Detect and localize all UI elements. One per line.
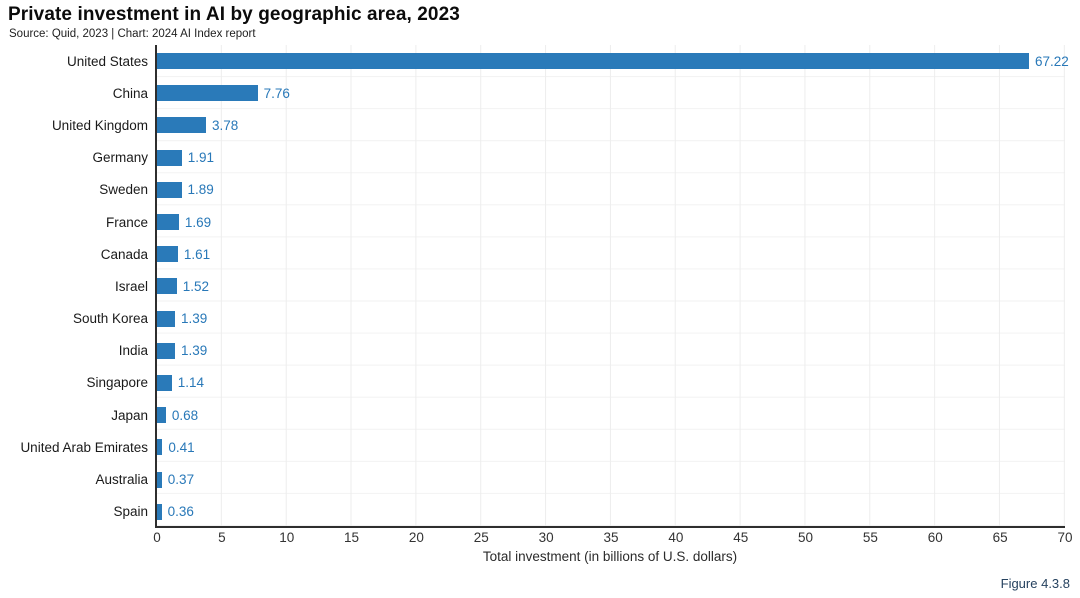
x-axis-title: Total investment (in billions of U.S. do…: [482, 549, 738, 564]
bar-row: Israel 1.52: [0, 270, 1080, 302]
bar[interactable]: [157, 246, 178, 263]
bar-row: United States 67.22: [0, 45, 1080, 77]
bar[interactable]: [157, 503, 162, 520]
category-label: South Korea: [72, 311, 148, 327]
x-tick-label: 0: [153, 530, 161, 545]
plot-area: [155, 45, 1065, 528]
bar[interactable]: [157, 278, 177, 295]
category-label: China: [112, 85, 148, 101]
bar-track: 1.91: [157, 142, 1080, 174]
x-tick-label: 5: [218, 530, 226, 545]
figure-number: Figure 4.3.8: [1000, 576, 1070, 591]
bar-row: United Kingdom 3.78: [0, 109, 1080, 141]
value-label: 1.91: [187, 150, 215, 166]
x-tick-label: 30: [538, 530, 554, 545]
bar[interactable]: [157, 181, 182, 198]
value-label: 3.78: [212, 117, 239, 133]
bar-track: 1.89: [157, 174, 1080, 206]
value-label: 1.69: [184, 214, 212, 230]
x-tick-label: 70: [1057, 530, 1073, 545]
value-label: 1.52: [182, 278, 209, 294]
value-label: 7.76: [263, 85, 290, 101]
bar-row: Singapore 1.14: [0, 367, 1080, 399]
bar-row: Canada 1.61: [0, 238, 1080, 270]
bar-track: 3.78: [157, 109, 1080, 141]
bar-track: 1.52: [157, 270, 1080, 302]
bar-row: Japan 0.68: [0, 399, 1080, 431]
x-tick-label: 55: [862, 530, 878, 545]
bar-row: France 1.69: [0, 206, 1080, 238]
value-label: 1.14: [177, 375, 205, 391]
bar-rows: United States 67.22 China 7.76 United Ki…: [0, 45, 1080, 528]
bar-track: 0.37: [157, 463, 1080, 495]
x-tick-label: 45: [733, 530, 749, 545]
x-axis-ticks: 0 5 10 15 20 25 30 35 40 45 50 55 60 65 70: [153, 530, 1072, 547]
category-label: Canada: [100, 246, 148, 262]
value-label: 0.36: [167, 504, 194, 520]
category-label: Israel: [114, 278, 148, 294]
bar[interactable]: [157, 310, 176, 327]
category-label: France: [105, 214, 148, 230]
category-label: Singapore: [86, 375, 148, 391]
bar-row: India 1.39: [0, 335, 1080, 367]
bar-row: South Korea 1.39: [0, 303, 1080, 335]
x-tick-label: 25: [473, 530, 489, 545]
bar[interactable]: [157, 53, 1029, 70]
category-label: India: [118, 343, 148, 359]
bar-track: 0.36: [157, 496, 1080, 528]
value-label: 1.61: [183, 246, 211, 262]
value-label: 1.89: [187, 182, 214, 198]
bar-row: Spain 0.36: [0, 496, 1080, 528]
x-tick-label: 20: [408, 530, 424, 545]
category-label: United States: [66, 53, 148, 69]
value-label: 1.39: [181, 343, 208, 359]
x-tick-label: 10: [279, 530, 295, 545]
x-tick-label: 15: [344, 530, 360, 545]
category-label: United Kingdom: [51, 117, 148, 133]
bar-track: 1.61: [157, 238, 1080, 270]
bar[interactable]: [157, 439, 163, 456]
bar-track: 1.14: [157, 367, 1080, 399]
category-label: Australia: [95, 472, 148, 488]
chart-title: Private investment in AI by geographic a…: [8, 4, 460, 25]
category-label: Sweden: [99, 182, 148, 198]
bar-row: Sweden 1.89: [0, 174, 1080, 206]
category-label: Spain: [113, 504, 148, 520]
x-tick-label: 40: [668, 530, 684, 545]
bar-track: 0.68: [157, 399, 1080, 431]
bar[interactable]: [157, 342, 176, 359]
bar-track: 7.76: [157, 77, 1080, 109]
x-tick-label: 50: [798, 530, 814, 545]
bar[interactable]: [157, 374, 172, 391]
value-label: 1.39: [181, 311, 208, 327]
bar-row: China 7.76: [0, 77, 1080, 109]
value-label: 0.68: [171, 407, 199, 423]
bar-track: 1.69: [157, 206, 1080, 238]
value-label: 0.37: [167, 472, 195, 488]
bar-row: Germany 1.91: [0, 142, 1080, 174]
x-tick-label: 35: [603, 530, 619, 545]
category-label: United Arab Emirates: [20, 439, 148, 455]
x-tick-label: 60: [927, 530, 943, 545]
bar-track: 1.39: [157, 303, 1080, 335]
bar-track: 0.41: [157, 431, 1080, 463]
bar-row: Australia 0.37: [0, 463, 1080, 495]
bar-track: 67.22: [157, 45, 1080, 77]
x-tick-label: 65: [992, 530, 1008, 545]
value-label: 67.22: [1034, 53, 1069, 69]
bar[interactable]: [157, 471, 162, 488]
bar[interactable]: [157, 149, 182, 166]
chart-source: Source: Quid, 2023 | Chart: 2024 AI Inde…: [9, 28, 256, 40]
category-label: Japan: [111, 407, 148, 423]
category-label: Germany: [92, 150, 148, 166]
bar[interactable]: [157, 85, 258, 102]
bar-track: 1.39: [157, 335, 1080, 367]
bar-row: United Arab Emirates 0.41: [0, 431, 1080, 463]
bar[interactable]: [157, 117, 207, 134]
bar[interactable]: [157, 407, 166, 424]
value-label: 0.41: [168, 439, 195, 455]
bar[interactable]: [157, 214, 179, 231]
